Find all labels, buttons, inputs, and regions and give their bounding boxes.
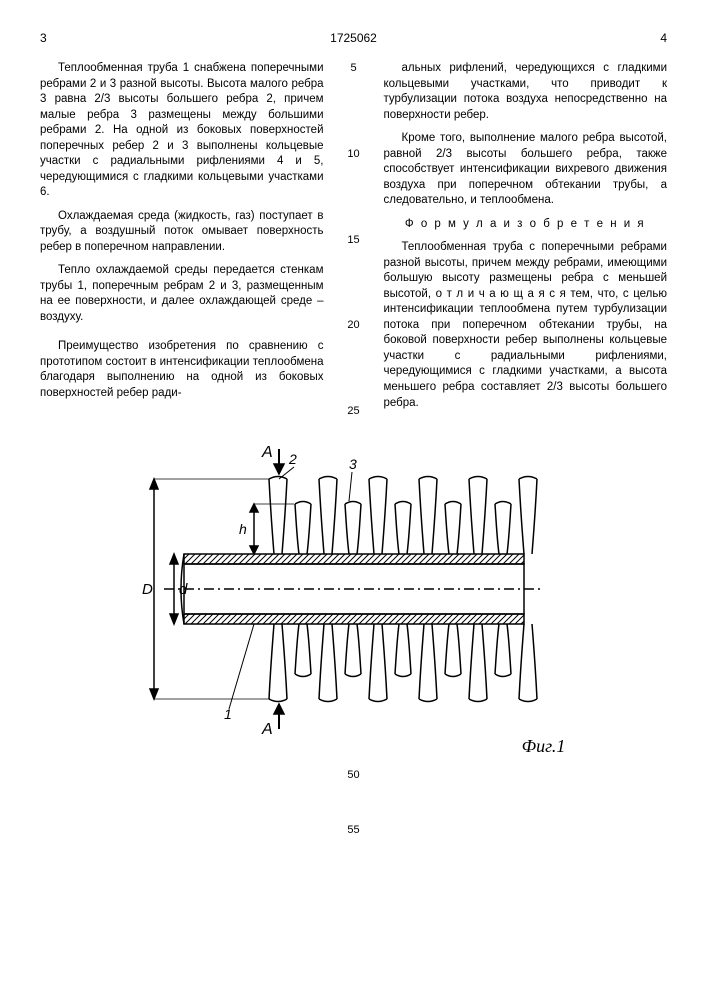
figure-1: A A 2 3 1 D d h Фиг.1 (40, 439, 667, 758)
page-num-left: 3 (40, 30, 47, 46)
formula-title: Ф о р м у л а и з о б р е т е н и я (384, 217, 668, 233)
paragraph: альных рифлений, чередующихся с гладкими… (384, 61, 668, 123)
bottom-line-numbers: 50 55 (40, 768, 667, 838)
page-header: 3 1725062 4 (40, 30, 667, 46)
paragraph: Преимущество изобретения по сравнению с … (40, 339, 324, 401)
dim-label-d: d (179, 581, 188, 598)
section-label-a-bottom: A (261, 721, 273, 738)
ref-label-3: 3 (349, 456, 357, 472)
ref-label-2: 2 (288, 451, 297, 467)
section-label-a-top: A (261, 444, 273, 461)
line-number: 10 (344, 147, 364, 162)
line-number: 55 (40, 823, 667, 838)
left-column: Теплообменная труба 1 снабжена поперечны… (40, 61, 324, 419)
line-number: 50 (40, 768, 667, 783)
paragraph: Теплообменная труба 1 снабжена поперечны… (40, 61, 324, 201)
dim-label-h: h (239, 521, 247, 537)
text-columns: Теплообменная труба 1 снабжена поперечны… (40, 61, 667, 419)
paragraph: Кроме того, выполнение малого ребра высо… (384, 131, 668, 209)
right-column: альных рифлений, чередующихся с гладкими… (384, 61, 668, 419)
finned-tube-diagram: A A 2 3 1 D d h (124, 439, 584, 739)
line-number: 25 (344, 404, 364, 419)
page-num-right: 4 (660, 30, 667, 46)
paragraph: Охлаждаемая среда (жидкость, газ) поступ… (40, 209, 324, 256)
ref-label-1: 1 (224, 706, 232, 722)
dim-label-D: D (142, 581, 153, 598)
line-number: 5 (344, 61, 364, 76)
patent-number: 1725062 (47, 30, 661, 46)
line-number: 20 (344, 318, 364, 333)
line-number: 15 (344, 233, 364, 248)
paragraph: Тепло охлаждаемой среды передается стенк… (40, 263, 324, 325)
paragraph: Теплообменная труба с поперечными ребрам… (384, 240, 668, 411)
figure-caption: Фиг.1 (420, 734, 667, 758)
line-number-gutter: 5 10 15 20 25 (344, 61, 364, 419)
